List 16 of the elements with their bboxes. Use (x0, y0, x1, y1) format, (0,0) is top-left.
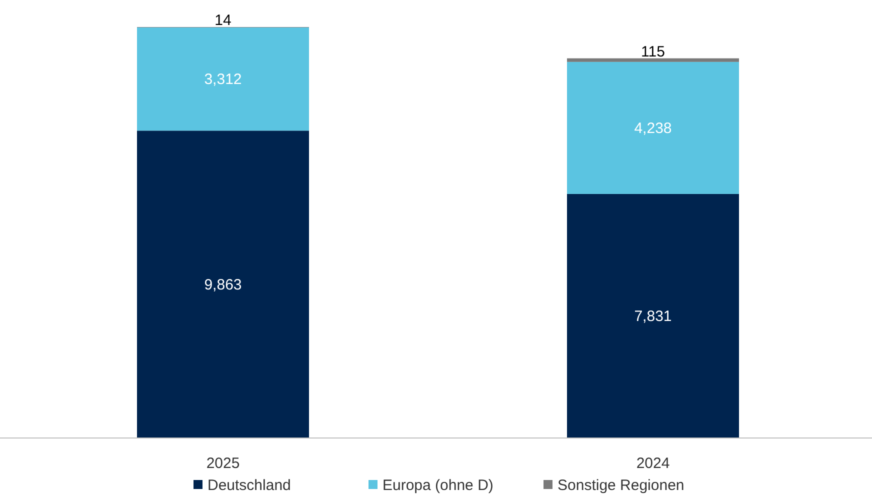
legend-label: Deutschland (208, 477, 291, 494)
data-label: 3,312 (204, 71, 242, 88)
data-label: 14 (214, 12, 232, 29)
bar (137, 130, 309, 438)
x-tick-label: 2024 (636, 455, 670, 472)
legend-label: Europa (ohne D) (382, 477, 494, 494)
bar (137, 27, 309, 131)
x-tick-label: 2025 (206, 455, 240, 472)
bar (567, 62, 739, 194)
bar (567, 194, 739, 438)
data-label: 9,863 (204, 276, 242, 294)
legend-label: Sonstige Regionen (558, 477, 684, 494)
data-label: 115 (641, 43, 665, 60)
data-label: 7,831 (634, 308, 672, 325)
data-label: 4,238 (634, 120, 672, 137)
bar (567, 58, 739, 62)
